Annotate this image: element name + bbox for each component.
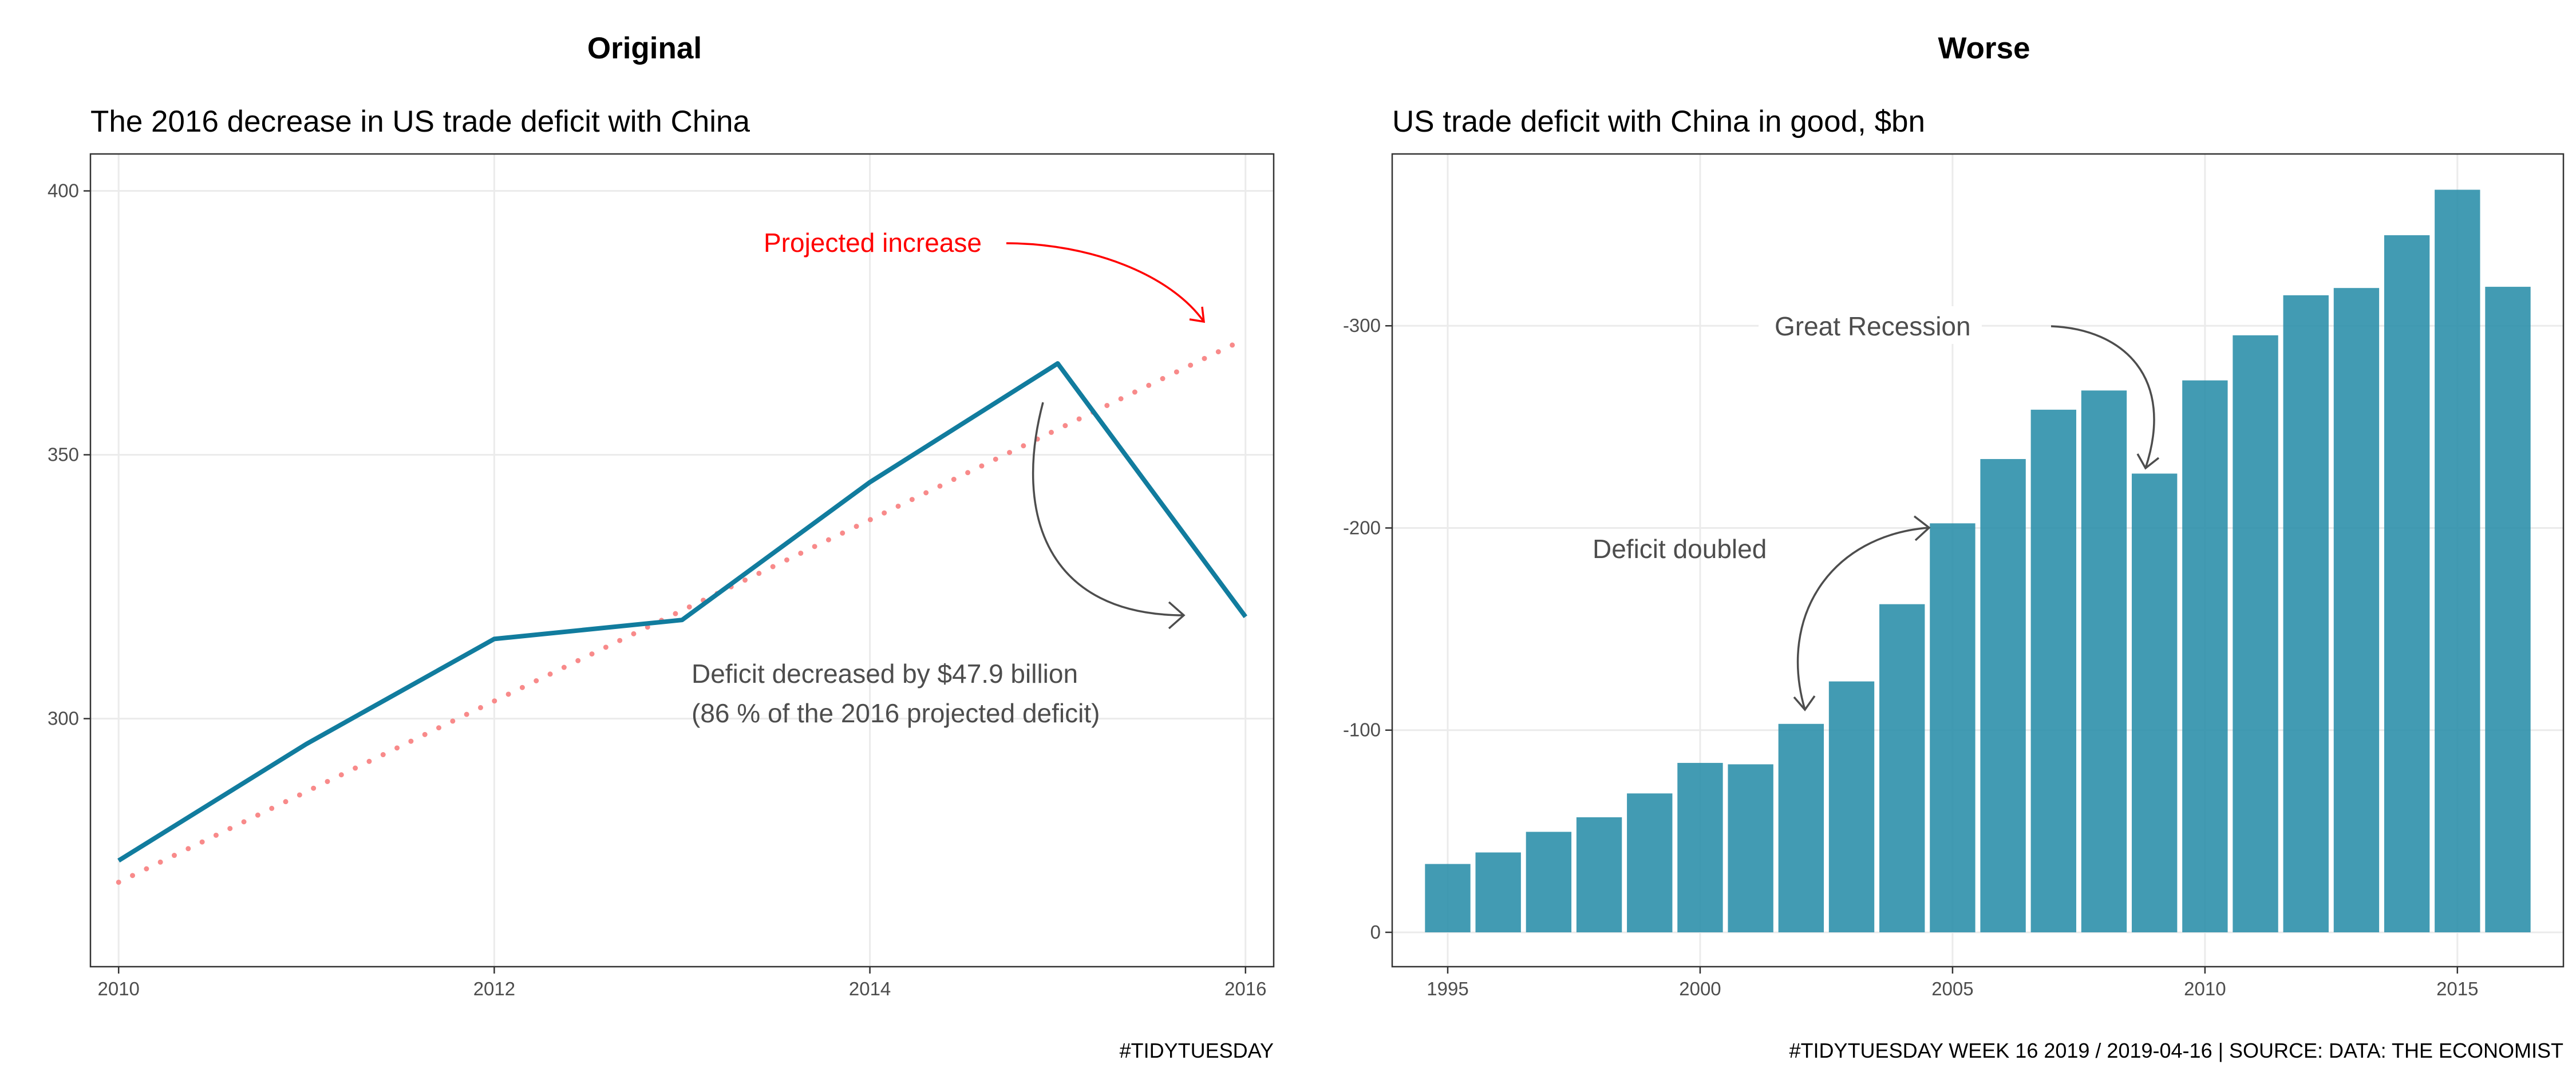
left-gridlines: [90, 154, 1274, 967]
great-recession-arrowhead: [2136, 453, 2160, 470]
left-line-chart: The 2016 decrease in US trade deficit wi…: [48, 105, 1275, 999]
bar-2009: [2131, 473, 2178, 932]
bar-2012: [2283, 295, 2329, 932]
left-series-layer: [116, 336, 1249, 885]
deficit-decrease-label-line2: (86 % of the 2016 projected deficit): [692, 698, 1100, 728]
bar-2002: [1778, 723, 1824, 932]
deficit-doubled-arrowhead-bottom: [1793, 695, 1816, 711]
deficit-line: [117, 361, 1247, 863]
bar-2014: [2384, 235, 2430, 932]
right-panel-title: Worse: [1938, 31, 2030, 65]
deficit-decrease-label-line1: Deficit decreased by $47.9 billion: [692, 659, 1078, 689]
deficit-doubled-arrowhead-top: [1913, 515, 1931, 541]
bar-1998: [1576, 817, 1622, 932]
bar-1997: [1526, 832, 1572, 932]
left-xtick-label-2016: 2016: [1224, 978, 1266, 999]
right-plot-frame: [1391, 153, 2565, 968]
bar-2003: [1828, 681, 1875, 932]
right-xtick-label-2010: 2010: [2184, 978, 2226, 999]
bar-2000: [1677, 762, 1723, 932]
right-xtick-label-2005: 2005: [1931, 978, 1973, 999]
right-xtick-label-2015: 2015: [2436, 978, 2478, 999]
right-axes: 1995 2000 2005 2010 2015 0 -100 -200 -300: [1343, 315, 2479, 999]
right-chart-subtitle: US trade deficit with China in good, $bn: [1392, 105, 1925, 139]
right-ytick-label--300: -300: [1343, 315, 1381, 336]
deficit-doubled-arrow: [1796, 527, 1930, 710]
right-xtick-label-2000: 2000: [1679, 978, 1721, 999]
bar-1995: [1425, 864, 1471, 932]
left-plot-frame: [89, 153, 1275, 968]
left-xtick-label-2014: 2014: [849, 978, 891, 999]
bar-2004: [1879, 604, 1925, 932]
right-caption: #TIDYTUESDAY WEEK 16 2019 / 2019-04-16 |…: [1789, 1039, 2563, 1062]
left-ytick-label-350: 350: [48, 444, 79, 465]
left-xtick-label-2012: 2012: [473, 978, 515, 999]
left-ytick-label-300: 300: [48, 708, 79, 729]
deficit-decrease-arrowhead: [1168, 601, 1186, 630]
deficit-doubled-label: Deficit doubled: [1593, 534, 1767, 564]
projection-line: [116, 336, 1249, 885]
bar-2006: [1980, 459, 2026, 932]
bar-2013: [2333, 288, 2380, 932]
bar-2016: [2485, 287, 2531, 932]
left-axes: 2010 2012 2014 2016 300 350 400: [48, 180, 1267, 999]
bar-2007: [2030, 409, 2076, 932]
great-recession-label: Great Recession: [1775, 311, 1971, 341]
bar-2015: [2435, 189, 2480, 932]
bar-2008: [2081, 390, 2127, 932]
bar-2001: [1728, 764, 1773, 932]
right-ytick-label-0: 0: [1370, 921, 1381, 943]
projected-increase-arrow: [1006, 242, 1205, 323]
left-caption: #TIDYTUESDAY: [1120, 1039, 1274, 1062]
right-xtick-label-1995: 1995: [1427, 978, 1468, 999]
bar-1999: [1627, 793, 1673, 932]
left-ytick-label-400: 400: [48, 180, 79, 201]
right-bar-chart: US trade deficit with China in good, $bn…: [1343, 105, 2565, 999]
right-bars-layer: [1425, 189, 2531, 932]
left-chart-subtitle: The 2016 decrease in US trade deficit wi…: [90, 105, 750, 139]
left-panel-title: Original: [587, 31, 702, 65]
bar-1996: [1475, 852, 1521, 932]
left-xtick-label-2010: 2010: [98, 978, 140, 999]
bar-2010: [2182, 380, 2228, 932]
right-ytick-label--100: -100: [1343, 719, 1381, 741]
projected-increase-arrowhead: [1189, 306, 1206, 323]
bar-2011: [2233, 335, 2278, 932]
great-recession-arrow: [2050, 325, 2155, 469]
great-recession-label-bg: [1759, 306, 1982, 344]
right-ytick-label--200: -200: [1343, 517, 1381, 538]
bar-2005: [1930, 523, 1976, 932]
projected-increase-label: Projected increase: [764, 228, 982, 258]
deficit-decrease-arrow: [1032, 402, 1184, 616]
